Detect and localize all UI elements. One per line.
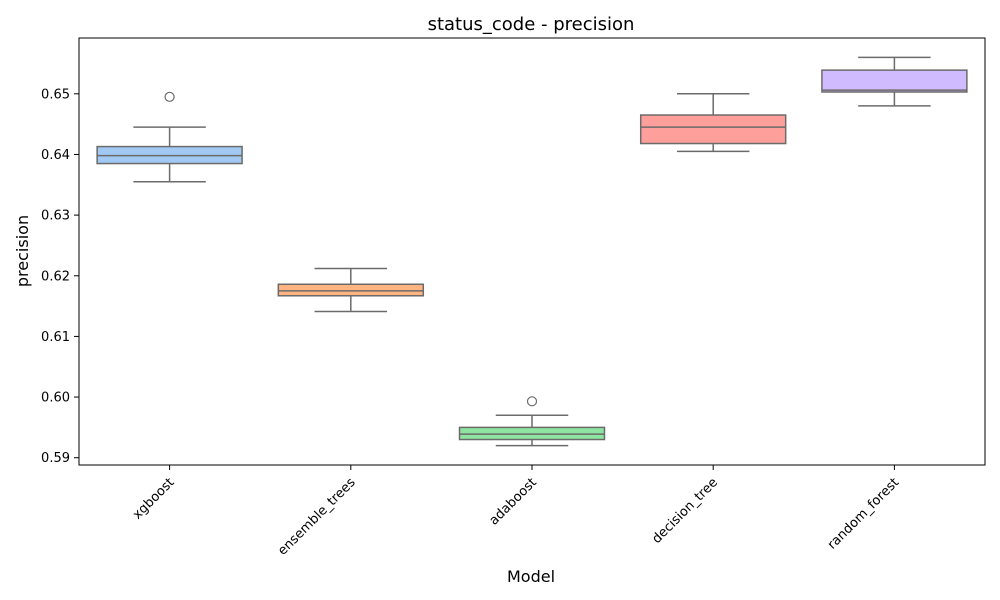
box-decision_tree <box>639 114 787 145</box>
y-axis-label: precision <box>13 215 32 287</box>
x-tick-label: ensemble_trees <box>275 475 359 559</box>
x-tick-label: adaboost <box>487 475 540 528</box>
box-group-ensemble_trees <box>277 267 425 313</box>
box-group-random_forest <box>821 56 968 107</box>
x-axis-label: Model <box>507 567 555 586</box>
y-tick-label: 0.63 <box>41 209 70 224</box>
y-tick-label: 0.60 <box>41 391 70 406</box>
x-tick-label: random_forest <box>825 475 902 552</box>
y-tick-label: 0.61 <box>41 330 70 345</box>
axes-frame <box>78 37 986 466</box>
box-group-adaboost <box>458 396 606 447</box>
y-tick-label: 0.65 <box>41 87 70 102</box>
box-random_forest <box>821 69 968 93</box>
y-tick-label: 0.62 <box>41 269 70 284</box>
y-tick-label: 0.59 <box>41 451 70 466</box>
plot-area: 0.59 0.60 0.61 0.62 0.63 0.64 0.65 xgboost ensem… <box>41 37 986 559</box>
x-tick-label: xgboost <box>130 475 177 522</box>
x-tick-label: decision_tree <box>649 475 721 547</box>
outlier-point <box>526 396 538 407</box>
y-tick-label: 0.64 <box>41 148 70 163</box>
chart-title: status_code - precision <box>428 14 635 35</box>
outlier-point <box>164 91 175 102</box>
box-group-decision_tree <box>639 93 787 153</box>
box-group-xgboost <box>96 91 243 183</box>
box-ensemble_trees <box>277 283 425 297</box>
